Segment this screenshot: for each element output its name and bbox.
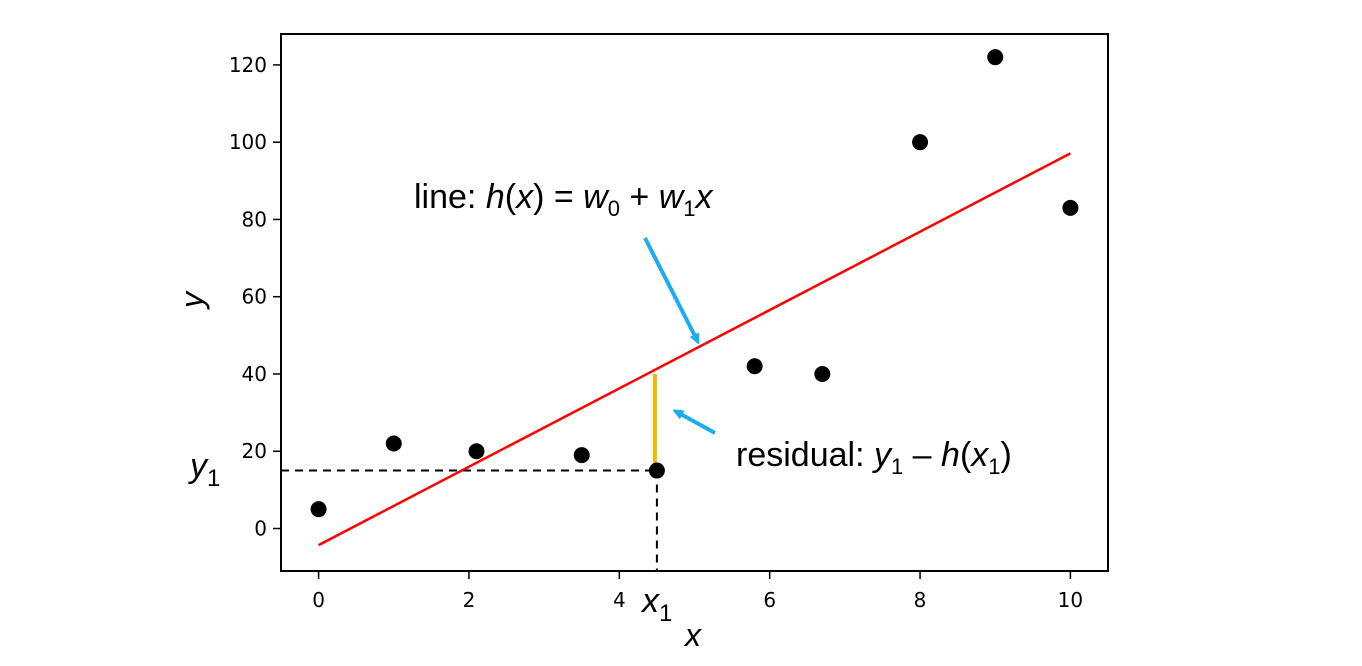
residual-annotation-arrow bbox=[677, 412, 716, 435]
x-tick-label: 2 bbox=[463, 588, 476, 612]
data-points bbox=[310, 49, 1079, 518]
data-point bbox=[987, 49, 1004, 66]
y-tick-label: 20 bbox=[242, 439, 267, 463]
data-point bbox=[746, 358, 763, 375]
line-annotation-text: line: h(x) = w0 + w1x bbox=[414, 178, 714, 221]
x-tick-label: 4 bbox=[613, 588, 626, 612]
x-axis-ticks: 0 2 4 6 8 10 bbox=[312, 571, 1083, 612]
x1-marker-label: x1 bbox=[640, 582, 672, 627]
y-tick-label: 120 bbox=[229, 53, 267, 77]
y-tick-label: 80 bbox=[242, 207, 267, 231]
y-tick-label: 60 bbox=[242, 285, 267, 309]
data-point bbox=[385, 435, 402, 452]
data-point bbox=[814, 365, 831, 382]
x-tick-label: 10 bbox=[1058, 588, 1083, 612]
data-point bbox=[573, 447, 590, 464]
y-axis-ticks: 0 20 40 60 80 100 120 bbox=[229, 53, 281, 541]
residual-annotation-text: residual: y1 – h(x1) bbox=[736, 436, 1012, 479]
y-tick-label: 40 bbox=[242, 362, 267, 386]
highlight-guides bbox=[281, 469, 658, 571]
data-point bbox=[468, 443, 485, 460]
y-tick-label: 100 bbox=[229, 130, 267, 154]
regression-line bbox=[318, 152, 1071, 547]
x-tick-label: 8 bbox=[914, 588, 927, 612]
plot-frame bbox=[280, 33, 1109, 572]
data-point bbox=[1062, 199, 1079, 216]
line-annotation-arrow bbox=[643, 237, 697, 340]
x-tick-label: 6 bbox=[763, 588, 776, 612]
x-axis-label: x bbox=[683, 617, 702, 653]
y-tick-label: 0 bbox=[254, 517, 267, 541]
x-tick-label: 0 bbox=[312, 588, 325, 612]
data-point bbox=[912, 134, 929, 151]
data-point bbox=[648, 462, 665, 479]
y1-marker-label: y1 bbox=[188, 447, 220, 492]
y-axis-label: y bbox=[174, 290, 210, 310]
data-point bbox=[310, 501, 327, 518]
